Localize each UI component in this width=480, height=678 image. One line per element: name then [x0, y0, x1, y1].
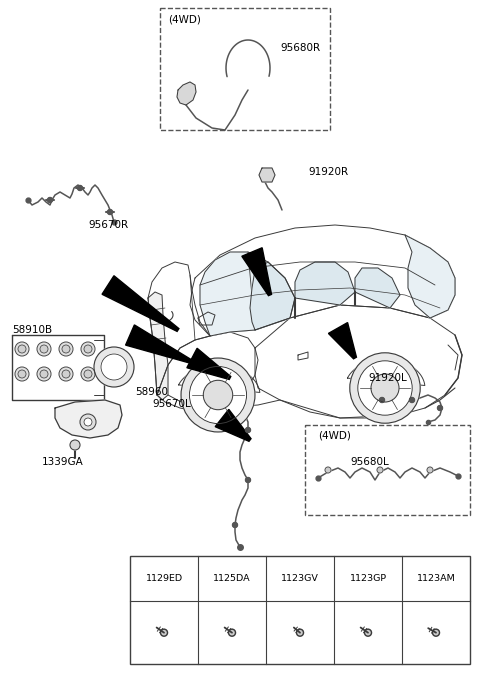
Circle shape	[37, 342, 51, 356]
Text: 95680L: 95680L	[350, 457, 389, 467]
Polygon shape	[259, 168, 275, 182]
Text: 1123AM: 1123AM	[417, 574, 456, 583]
Circle shape	[37, 367, 51, 381]
Circle shape	[409, 397, 415, 403]
Circle shape	[84, 345, 92, 353]
Circle shape	[427, 467, 433, 473]
Polygon shape	[126, 325, 192, 363]
Polygon shape	[328, 323, 357, 359]
Text: 1339GA: 1339GA	[42, 457, 84, 467]
Text: 58910B: 58910B	[12, 325, 52, 335]
Circle shape	[358, 361, 412, 415]
Polygon shape	[405, 235, 455, 318]
Polygon shape	[177, 82, 196, 105]
Circle shape	[70, 440, 80, 450]
Text: 1123GP: 1123GP	[349, 574, 386, 583]
Text: 1125DA: 1125DA	[213, 574, 251, 583]
Bar	[160, 8, 330, 130]
Circle shape	[59, 342, 73, 356]
Circle shape	[228, 629, 236, 636]
Circle shape	[101, 354, 127, 380]
Circle shape	[371, 374, 399, 402]
Circle shape	[15, 342, 29, 356]
Polygon shape	[348, 359, 425, 386]
Circle shape	[81, 342, 95, 356]
Circle shape	[377, 467, 383, 473]
Bar	[305, 425, 470, 515]
Circle shape	[18, 345, 26, 353]
Text: 58960: 58960	[135, 387, 168, 397]
Circle shape	[160, 629, 168, 636]
Circle shape	[364, 629, 372, 636]
Polygon shape	[148, 262, 210, 395]
Circle shape	[40, 370, 48, 378]
Circle shape	[181, 358, 255, 432]
Circle shape	[81, 367, 95, 381]
Polygon shape	[255, 305, 462, 418]
Text: 95670L: 95670L	[152, 399, 191, 409]
Polygon shape	[200, 252, 295, 336]
Polygon shape	[102, 276, 179, 332]
Circle shape	[84, 418, 92, 426]
Text: 91920L: 91920L	[368, 373, 407, 383]
Circle shape	[84, 370, 92, 378]
Polygon shape	[295, 262, 355, 305]
Circle shape	[432, 629, 440, 636]
Polygon shape	[250, 262, 295, 330]
Circle shape	[232, 523, 238, 527]
Circle shape	[297, 629, 303, 636]
Circle shape	[59, 367, 73, 381]
Polygon shape	[55, 400, 122, 438]
Polygon shape	[190, 225, 455, 336]
Circle shape	[245, 477, 251, 483]
Circle shape	[437, 405, 443, 410]
Polygon shape	[148, 292, 168, 400]
Circle shape	[80, 414, 96, 430]
Text: 91920R: 91920R	[308, 167, 348, 177]
Text: 95680R: 95680R	[280, 43, 320, 53]
Circle shape	[77, 186, 83, 191]
Polygon shape	[179, 365, 260, 393]
Polygon shape	[12, 335, 104, 400]
Polygon shape	[187, 348, 231, 380]
Circle shape	[350, 353, 420, 423]
Circle shape	[62, 370, 70, 378]
Circle shape	[108, 210, 112, 214]
Polygon shape	[242, 247, 272, 296]
Circle shape	[245, 428, 251, 433]
Polygon shape	[157, 332, 258, 412]
Circle shape	[40, 345, 48, 353]
Circle shape	[94, 347, 134, 387]
Text: 1123GV: 1123GV	[281, 574, 319, 583]
Text: (4WD): (4WD)	[318, 430, 351, 440]
Polygon shape	[215, 410, 251, 441]
Circle shape	[48, 197, 52, 203]
Circle shape	[15, 367, 29, 381]
Circle shape	[18, 370, 26, 378]
Text: (4WD): (4WD)	[168, 15, 201, 25]
Circle shape	[325, 467, 331, 473]
Bar	[130, 556, 470, 664]
Text: 1129ED: 1129ED	[145, 574, 182, 583]
Circle shape	[380, 397, 384, 403]
Circle shape	[204, 380, 233, 410]
Circle shape	[62, 345, 70, 353]
Polygon shape	[355, 268, 400, 308]
Text: 95670R: 95670R	[88, 220, 128, 230]
Circle shape	[190, 366, 247, 424]
